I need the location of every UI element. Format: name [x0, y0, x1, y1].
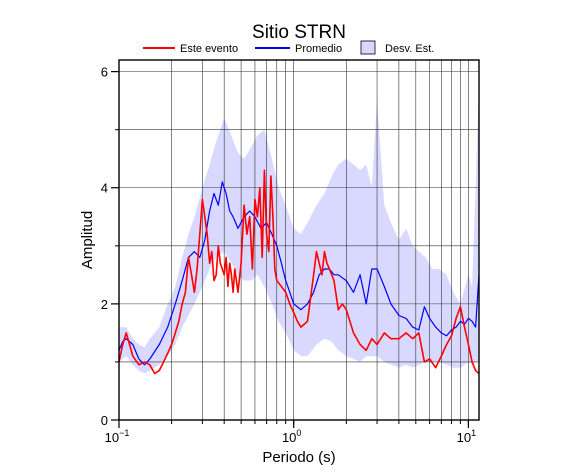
x-tick-label: 101 — [457, 428, 476, 445]
y-tick-label: 4 — [101, 181, 108, 196]
band-layer — [119, 83, 479, 374]
plot-frame — [118, 59, 480, 421]
y-tick-label: 0 — [101, 413, 108, 428]
chart-title: Sitio STRN — [252, 22, 346, 43]
y-tick-label: 2 — [101, 297, 108, 312]
legend-label-promedio: Promedio — [295, 43, 342, 55]
x-tick-label: 100 — [282, 428, 301, 445]
axes-layer: 10−1 100 101 0 2 4 6 — [101, 65, 476, 445]
x-axis-label: Periodo (s) — [262, 449, 335, 466]
series-layer — [118, 169, 480, 375]
legend: Este evento Promedio Desv. Est. — [143, 40, 434, 55]
series-line-este-evento — [118, 169, 480, 375]
y-axis-label: Amplitud — [79, 211, 96, 269]
legend-swatch-desv-est — [360, 40, 376, 55]
std-dev-band — [119, 83, 479, 374]
x-tick-label: 10−1 — [105, 428, 130, 445]
y-tick-label: 6 — [101, 65, 108, 80]
legend-label-desv-est: Desv. Est. — [385, 43, 434, 55]
legend-label-este-evento: Este evento — [180, 43, 238, 55]
